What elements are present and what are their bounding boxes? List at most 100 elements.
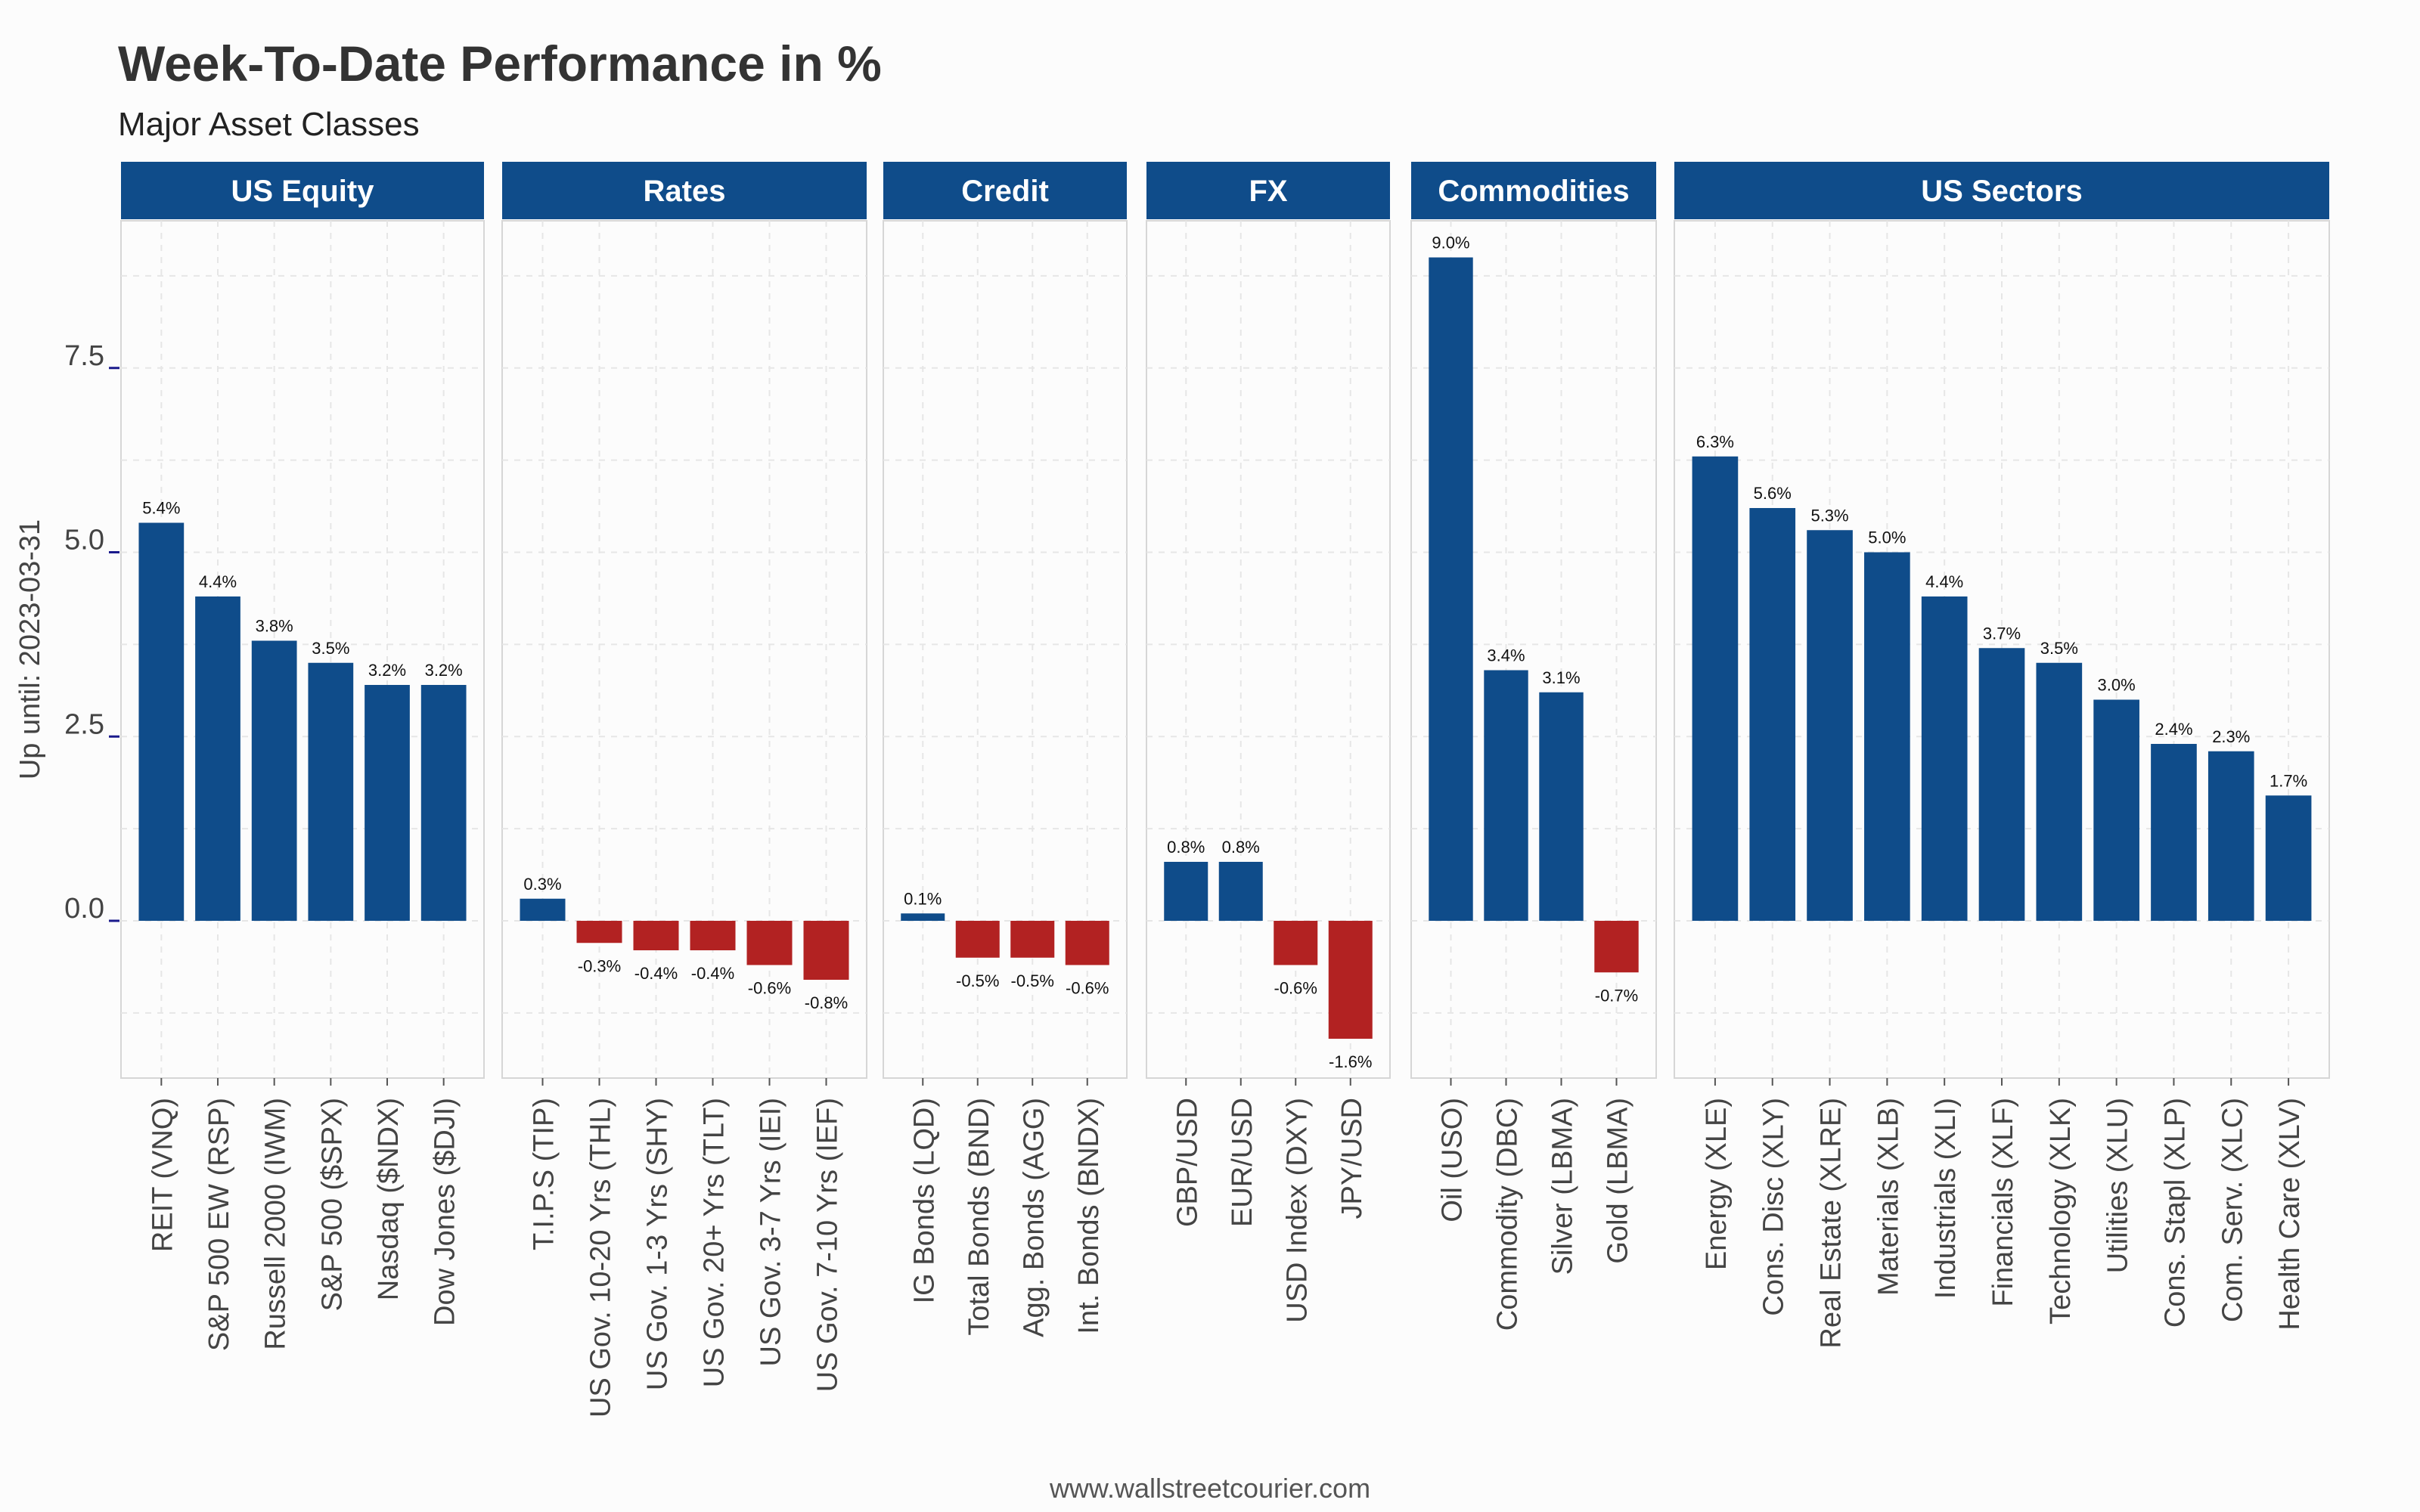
x-tick-label: Energy (XLE) bbox=[1701, 1098, 1733, 1270]
panel-fx bbox=[1146, 220, 1391, 1079]
y-tick-label: 0.0 bbox=[64, 893, 104, 925]
bar-rates-us-gov-1-3-yrs-shy bbox=[633, 921, 679, 950]
bar-us-sectors-cons-disc-xly bbox=[1749, 508, 1796, 921]
data-label: -0.3% bbox=[578, 956, 621, 975]
data-label: -0.5% bbox=[1011, 971, 1054, 990]
data-label: 3.4% bbox=[1487, 646, 1525, 665]
data-label: 3.5% bbox=[2040, 639, 2078, 658]
data-label: 3.0% bbox=[2098, 676, 2136, 695]
bar-fx-eur-usd bbox=[1218, 862, 1263, 921]
x-tick-label: Cons. Disc (XLY) bbox=[1758, 1098, 1790, 1316]
panel-title-fx: FX bbox=[1249, 175, 1287, 208]
x-tick-label: US Gov. 10-20 Yrs (THL) bbox=[585, 1098, 617, 1418]
x-tick-label: Russell 2000 (IWM) bbox=[260, 1098, 292, 1350]
bar-fx-usd-index-dxy bbox=[1274, 921, 1318, 965]
bar-us-equity-nasdaq-ndx bbox=[365, 685, 410, 921]
x-tick-label: Silver (LBMA) bbox=[1547, 1098, 1579, 1275]
data-label: 5.4% bbox=[142, 499, 180, 518]
panel-header-us-equity bbox=[121, 162, 484, 219]
bar-credit-agg-bonds-agg bbox=[1010, 921, 1055, 958]
data-label: 5.3% bbox=[1810, 506, 1848, 525]
chart-caption: www.wallstreetcourier.com bbox=[1049, 1473, 1371, 1504]
bar-us-equity-reit-vnq bbox=[138, 522, 185, 921]
chart-subtitle: Major Asset Classes bbox=[118, 106, 420, 143]
data-label: -0.6% bbox=[748, 979, 791, 998]
x-tick-label: Materials (XLB) bbox=[1872, 1098, 1904, 1296]
data-label: 0.1% bbox=[904, 889, 942, 908]
data-label: 2.4% bbox=[2155, 720, 2192, 739]
x-tick-label: Oil (USO) bbox=[1437, 1098, 1469, 1222]
bar-rates-us-gov-20-yrs-tlt bbox=[690, 921, 736, 950]
panel-header-fx bbox=[1146, 162, 1390, 219]
data-label: -0.8% bbox=[805, 993, 848, 1012]
data-label: -0.5% bbox=[956, 971, 999, 990]
bar-rates-us-gov-3-7-yrs-iei bbox=[746, 921, 793, 965]
panel-title-us-equity: US Equity bbox=[231, 175, 375, 208]
x-tick-label: Total Bonds (BND) bbox=[963, 1098, 995, 1336]
bar-us-equity-dow-jones-dji bbox=[420, 685, 467, 921]
data-label: 3.8% bbox=[256, 617, 293, 636]
data-label: -0.4% bbox=[691, 964, 734, 983]
data-label: 3.5% bbox=[312, 639, 349, 658]
panel-header-us-sectors bbox=[1674, 162, 2329, 219]
bar-credit-int-bonds-bndx bbox=[1065, 921, 1109, 965]
x-tick-label: Financials (XLF) bbox=[1987, 1098, 2019, 1307]
x-tick-label: Dow Jones ($DJI) bbox=[430, 1098, 461, 1326]
data-label: 5.6% bbox=[1754, 484, 1792, 503]
data-label: 9.0% bbox=[1432, 234, 1469, 253]
bar-us-sectors-technology-xlk bbox=[2036, 662, 2083, 921]
data-label: 4.4% bbox=[1925, 572, 1963, 591]
x-tick-label: Health Care (XLV) bbox=[2274, 1098, 2306, 1331]
data-label: 6.3% bbox=[1696, 432, 1734, 451]
data-label: 1.7% bbox=[2270, 771, 2307, 790]
x-tick-label: US Gov. 7-10 Yrs (IEF) bbox=[812, 1098, 844, 1392]
panel-credit bbox=[883, 220, 1128, 1079]
bar-commodities-silver-lbma bbox=[1539, 692, 1584, 921]
x-tick-label: Technology (XLK) bbox=[2045, 1098, 2077, 1325]
bar-rates-t-i-p-s-tip bbox=[520, 898, 566, 921]
data-label: -0.4% bbox=[634, 964, 678, 983]
x-tick-label: GBP/USD bbox=[1171, 1098, 1203, 1227]
x-tick-label: USD Index (DXY) bbox=[1281, 1098, 1313, 1323]
x-tick-label: REIT (VNQ) bbox=[147, 1098, 178, 1252]
y-tick-label: 5.0 bbox=[64, 525, 104, 556]
data-label: 0.8% bbox=[1167, 838, 1205, 857]
data-label: 2.3% bbox=[2212, 727, 2250, 746]
data-label: 4.4% bbox=[199, 572, 237, 591]
data-label: 3.7% bbox=[1983, 624, 2021, 643]
bar-us-sectors-real-estate-xlre bbox=[1807, 530, 1853, 921]
panel-commodities bbox=[1410, 220, 1657, 1079]
bar-us-equity-s-p-500-spx bbox=[308, 662, 354, 921]
panel-us-equity bbox=[120, 220, 485, 1079]
y-tick-label: 2.5 bbox=[64, 708, 104, 740]
y-axis-label: Up until: 2023-03-31 bbox=[14, 519, 46, 779]
bar-credit-ig-bonds-lqd bbox=[901, 913, 945, 921]
panel-header-rates bbox=[502, 162, 867, 219]
x-tick-label: Nasdaq ($NDX) bbox=[373, 1098, 405, 1300]
data-label: -0.6% bbox=[1274, 979, 1317, 998]
bar-commodities-commodity-dbc bbox=[1484, 670, 1528, 921]
panel-header-commodities bbox=[1411, 162, 1656, 219]
data-label: -1.6% bbox=[1329, 1052, 1372, 1071]
x-tick-label: Commodity (DBC) bbox=[1492, 1098, 1524, 1331]
panel-rates bbox=[501, 220, 867, 1079]
panel-title-us-sectors: US Sectors bbox=[1921, 175, 2082, 208]
chart-title: Week-To-Date Performance in % bbox=[118, 36, 882, 91]
panel-title-rates: Rates bbox=[644, 175, 726, 208]
bar-us-sectors-health-care-xlv bbox=[2265, 795, 2312, 921]
bar-rates-us-gov-10-20-yrs-thl bbox=[576, 921, 622, 943]
bar-us-sectors-industrials-xli bbox=[1921, 596, 1968, 921]
bar-us-sectors-financials-xlf bbox=[1978, 648, 2025, 921]
bar-us-sectors-materials-xlb bbox=[1864, 552, 1910, 921]
x-tick-label: JPY/USD bbox=[1336, 1098, 1368, 1219]
bar-fx-gbp-usd bbox=[1164, 862, 1208, 921]
bar-us-sectors-energy-xle bbox=[1692, 456, 1739, 921]
bar-us-sectors-com-serv-xlc bbox=[2207, 751, 2254, 921]
bar-us-equity-russell-2000-iwm bbox=[251, 640, 297, 921]
x-tick-label: T.I.P.S (TIP) bbox=[529, 1098, 560, 1250]
panel-title-credit: Credit bbox=[961, 175, 1049, 208]
bar-credit-total-bonds-bnd bbox=[955, 921, 1000, 958]
x-tick-label: Gold (LBMA) bbox=[1602, 1098, 1634, 1264]
bar-us-sectors-utilities-xlu bbox=[2093, 699, 2139, 921]
